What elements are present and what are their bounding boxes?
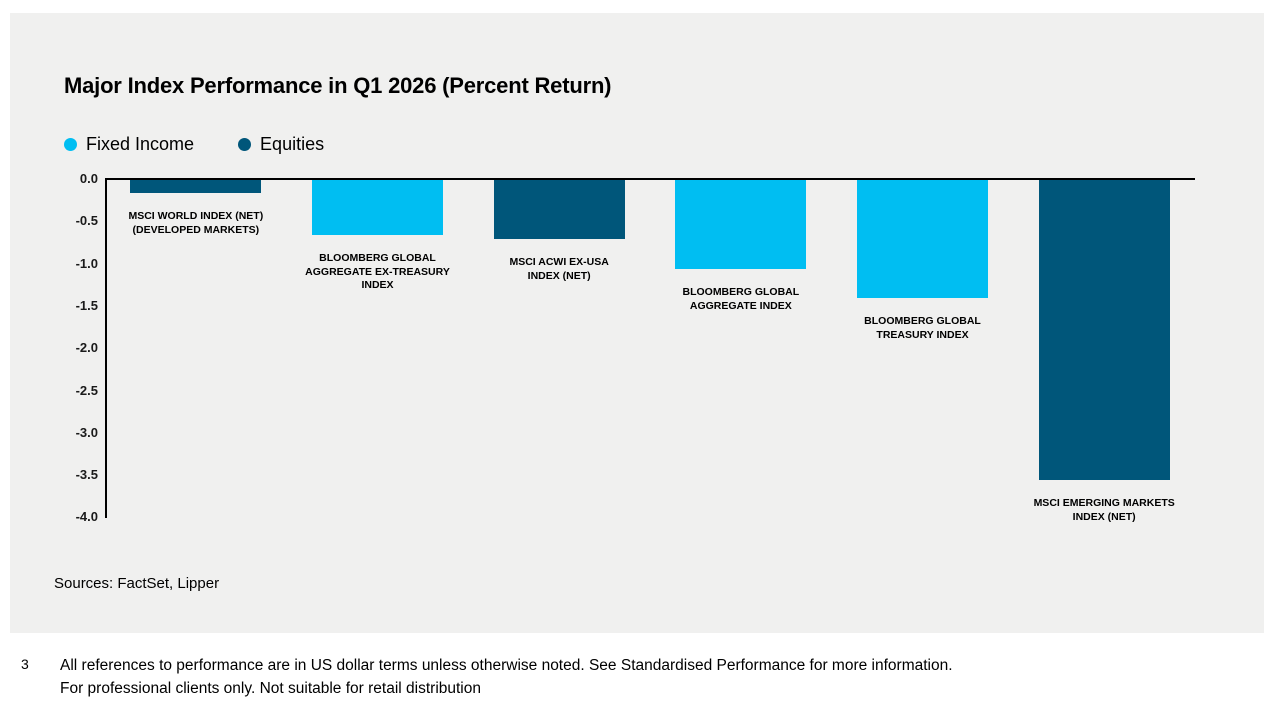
bar-label: BLOOMBERG GLOBAL TREASURY INDEX: [825, 315, 1021, 342]
bar-label-line: INDEX (NET): [527, 269, 591, 282]
bar: [130, 180, 262, 193]
y-tick-label: -1.5: [75, 297, 98, 313]
bar-label: MSCI ACWI EX-USA INDEX (NET): [461, 256, 657, 283]
legend-item-equities: Equities: [238, 134, 324, 155]
bar-label-line: BLOOMBERG GLOBAL: [682, 286, 800, 298]
chart-title: Major Index Performance in Q1 2026 (Perc…: [64, 73, 612, 98]
legend-dot: [64, 138, 77, 151]
page-footer: 3 All references to performance are in U…: [0, 633, 1275, 717]
bar-label: MSCI WORLD INDEX (NET) (DEVELOPED MARKETS…: [98, 210, 294, 237]
y-tick-label: -1.0: [75, 255, 98, 271]
bar: [1038, 180, 1170, 480]
bar-label-line: INDEX (NET): [1072, 510, 1136, 523]
legend: Fixed Income Equities: [64, 134, 324, 155]
legend-label: Equities: [260, 134, 325, 154]
bar-label: BLOOMBERG GLOBAL AGGREGATE EX-TREASURY IND…: [280, 252, 476, 293]
bar: [675, 180, 807, 269]
y-tick-label: -2.0: [75, 340, 98, 356]
y-tick-label: -3.0: [75, 424, 98, 440]
bar-label-line: (DEVELOPED MARKETS): [132, 223, 260, 236]
y-axis-line: [105, 178, 107, 519]
bar-label: BLOOMBERG GLOBAL AGGREGATE INDEX: [643, 286, 839, 313]
y-tick-label: -2.5: [75, 382, 98, 398]
bar-label-line: MSCI WORLD INDEX (NET): [128, 210, 264, 222]
footnote-text: All references to performance are in US …: [60, 654, 953, 700]
chart: 0.0 -0.5 -1.0 -1.5 -2.0 -2.5 -3.0 -3.5 -4.0 MSCI …: [10, 13, 1264, 633]
sources-text: Sources: FactSet, Lipper: [54, 575, 220, 592]
legend-item-fixed-income: Fixed Income: [64, 134, 194, 155]
chart-card: Major Index Performance in Q1 2026 (Perc…: [10, 13, 1264, 633]
footnote-line-2: For professional clients only. Not suita…: [60, 680, 481, 697]
x-axis-line: [105, 178, 1195, 180]
bar-label-line: MSCI EMERGING MARKETS: [1033, 497, 1175, 509]
bar-label-line: TREASURY INDEX: [876, 328, 969, 341]
bar: [857, 180, 988, 298]
bar-label-line: AGGREGATE EX-TREASURY: [305, 265, 450, 278]
y-tick-label: -0.5: [75, 213, 98, 229]
legend-label: Fixed Income: [86, 134, 195, 154]
y-tick-label: -4.0: [75, 509, 98, 525]
y-tick-label: 0.0: [79, 171, 98, 186]
bar: [493, 180, 625, 239]
bar: [312, 180, 443, 235]
legend-dot: [238, 138, 252, 151]
page-number: 3: [21, 656, 29, 672]
bar-label-line: AGGREGATE INDEX: [689, 299, 792, 312]
footnote-line-1: All references to performance are in US …: [60, 657, 953, 674]
bar-label-line: BLOOMBERG GLOBAL: [864, 315, 981, 327]
bar-label-line: BLOOMBERG GLOBAL: [319, 252, 436, 264]
bar-label: MSCI EMERGING MARKETS INDEX (NET): [1006, 497, 1202, 524]
bar-label-line: INDEX: [361, 279, 394, 291]
bar-label-line: MSCI ACWI EX-USA: [509, 256, 609, 268]
y-tick-label: -3.5: [75, 467, 98, 483]
